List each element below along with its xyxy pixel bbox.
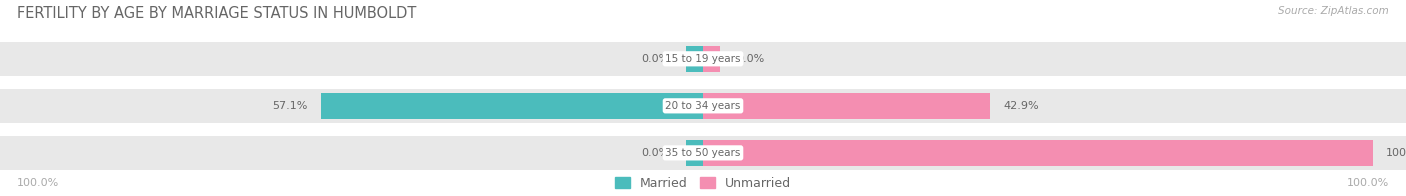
Text: 0.0%: 0.0% xyxy=(737,54,765,64)
Text: 57.1%: 57.1% xyxy=(271,101,308,111)
Text: 100.0%: 100.0% xyxy=(1386,148,1406,158)
Bar xyxy=(0,42,1406,76)
Bar xyxy=(703,46,720,72)
Bar xyxy=(703,140,1372,166)
Text: 100.0%: 100.0% xyxy=(17,178,59,188)
Text: Source: ZipAtlas.com: Source: ZipAtlas.com xyxy=(1278,6,1389,16)
Text: 35 to 50 years: 35 to 50 years xyxy=(665,148,741,158)
Bar xyxy=(0,136,1406,170)
Text: 15 to 19 years: 15 to 19 years xyxy=(665,54,741,64)
Text: FERTILITY BY AGE BY MARRIAGE STATUS IN HUMBOLDT: FERTILITY BY AGE BY MARRIAGE STATUS IN H… xyxy=(17,6,416,21)
Bar xyxy=(703,140,713,166)
Bar xyxy=(321,93,703,119)
Text: 0.0%: 0.0% xyxy=(641,54,669,64)
Legend: Married, Unmarried: Married, Unmarried xyxy=(614,177,792,190)
Text: 20 to 34 years: 20 to 34 years xyxy=(665,101,741,111)
Bar xyxy=(0,89,1406,123)
Bar xyxy=(703,93,713,119)
Bar xyxy=(686,46,703,72)
Bar xyxy=(703,93,990,119)
Text: 100.0%: 100.0% xyxy=(1347,178,1389,188)
Text: 0.0%: 0.0% xyxy=(641,148,669,158)
Text: 42.9%: 42.9% xyxy=(1004,101,1039,111)
Bar xyxy=(686,140,703,166)
Bar xyxy=(693,93,703,119)
